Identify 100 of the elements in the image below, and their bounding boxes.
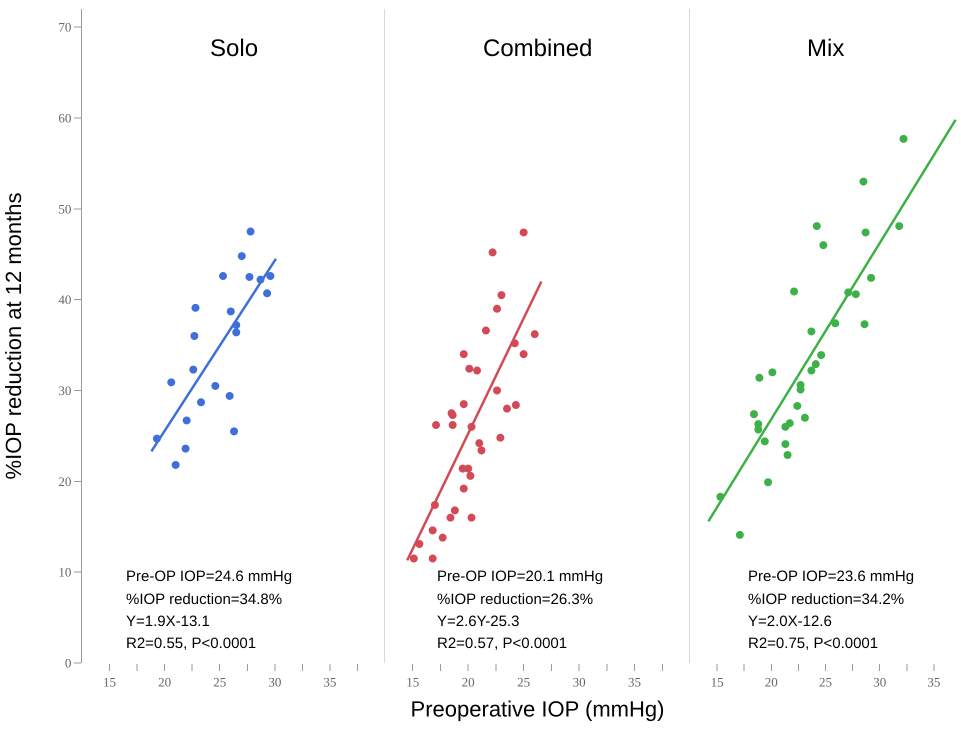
point <box>859 178 868 186</box>
y-axis-title: %IOP reduction at 12 months <box>1 192 26 480</box>
point <box>760 437 769 446</box>
point <box>488 248 497 256</box>
point <box>232 328 240 336</box>
y-tick-label: 20 <box>58 474 72 489</box>
point <box>520 350 528 358</box>
x-tick-label: 25 <box>819 674 832 690</box>
point <box>477 446 486 454</box>
annotation: %IOP reduction=26.3% <box>437 591 594 608</box>
point <box>503 404 511 413</box>
x-tick-label: 15 <box>406 674 420 690</box>
point <box>263 289 272 298</box>
annotation: %IOP reduction=34.8% <box>126 591 282 608</box>
point <box>226 392 234 400</box>
point <box>831 319 840 328</box>
point <box>860 320 869 328</box>
annotation: Pre-OP IOP=20.1 mmHg <box>437 568 604 585</box>
point <box>460 350 468 358</box>
x-tick-label: 15 <box>103 674 116 690</box>
x-tick-label: 20 <box>462 674 475 690</box>
point <box>464 464 472 473</box>
x-tick-label: 30 <box>873 674 886 690</box>
x-tick-label: 20 <box>764 674 778 690</box>
annotation: R2=0.57, P<0.0001 <box>437 635 568 652</box>
x-tick-label: 35 <box>323 674 336 690</box>
point <box>530 330 539 338</box>
point <box>768 368 776 376</box>
point <box>211 382 220 390</box>
point <box>807 366 816 375</box>
x-tick-label: 35 <box>628 674 642 690</box>
point <box>230 427 238 436</box>
point <box>793 402 802 410</box>
point <box>266 272 274 280</box>
point <box>900 134 908 143</box>
point <box>465 364 474 373</box>
y-tick-label: 60 <box>58 110 72 126</box>
point <box>781 440 790 448</box>
x-tick-label: 25 <box>213 674 226 690</box>
text: Solo <box>210 35 258 62</box>
point <box>468 514 476 522</box>
point <box>226 307 235 316</box>
text: Mix <box>807 35 844 62</box>
x-tick-label: 25 <box>517 674 530 690</box>
point <box>755 374 764 382</box>
point <box>812 360 820 368</box>
point <box>460 400 468 408</box>
x-tick-label: 35 <box>927 674 940 690</box>
point <box>182 444 190 453</box>
annotation: %IOP reduction=34.2% <box>748 591 904 608</box>
y-tick-label: 0 <box>64 656 72 671</box>
point <box>238 252 246 260</box>
point <box>189 366 198 374</box>
annotation: R2=0.55, P<0.0001 <box>126 635 256 652</box>
point <box>736 530 744 539</box>
point <box>493 304 502 313</box>
point <box>438 534 447 542</box>
point <box>852 290 860 298</box>
point <box>817 351 826 360</box>
point <box>754 426 762 434</box>
point <box>895 222 904 230</box>
point <box>191 304 200 312</box>
point <box>219 272 228 280</box>
point <box>473 366 482 375</box>
point <box>493 386 502 394</box>
x-axis-title: Preoperative IOP (mmHg) <box>410 696 664 722</box>
point <box>167 378 176 386</box>
annotation: Pre-OP IOP=24.6 mmHg <box>126 568 292 585</box>
point <box>790 287 798 296</box>
point <box>819 241 828 250</box>
point <box>432 421 440 430</box>
point <box>428 526 437 534</box>
annotation: R2=0.75, P<0.0001 <box>748 635 878 652</box>
point <box>800 414 809 422</box>
point <box>867 274 876 282</box>
point <box>807 327 816 336</box>
point <box>182 416 191 424</box>
point <box>428 554 437 563</box>
point <box>246 228 255 236</box>
point <box>781 422 790 431</box>
point <box>450 506 459 514</box>
annotation: Y=2.6Y-25.3 <box>437 613 520 630</box>
y-tick-label: 40 <box>58 292 72 308</box>
point <box>410 554 418 563</box>
y-tick-label: 10 <box>58 564 72 580</box>
point <box>475 439 484 448</box>
point <box>245 272 254 281</box>
y-tick-label: 30 <box>58 383 72 398</box>
point <box>448 421 457 430</box>
point <box>784 450 792 459</box>
point <box>466 472 474 480</box>
annotation: Pre-OP IOP=23.6 mmHg <box>748 568 914 585</box>
point <box>512 401 520 410</box>
point <box>862 228 870 236</box>
x-tick-label: 20 <box>158 674 172 690</box>
x-tick-label: 15 <box>710 674 724 690</box>
text: Combined <box>483 35 592 62</box>
point <box>812 222 821 230</box>
point <box>496 434 504 442</box>
annotation: Y=2.0X-12.6 <box>748 613 832 630</box>
